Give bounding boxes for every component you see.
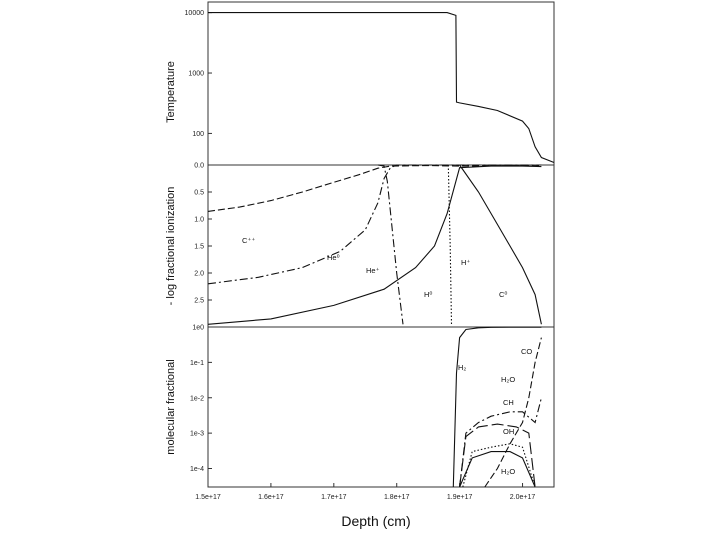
y-tick-label-2-1e-4: 1e-4 — [190, 466, 204, 473]
ionization-axis-label: - log fractional ionization — [165, 187, 177, 306]
series-2-5-h-o — [459, 451, 536, 488]
y-tick-label-1-0-5: 0.5 — [194, 190, 204, 197]
y-tick-label-2-1e0: 1e0 — [192, 325, 204, 332]
y-tick-label-0-100: 100 — [192, 131, 204, 138]
x-tick-label-1-5e-17: 1.5e+17 — [195, 494, 221, 501]
y-tick-label-2-1e-2: 1e-2 — [190, 395, 204, 402]
curve-label-h-plus: H⁺ — [461, 258, 470, 267]
curve-label-ch: CH — [503, 398, 514, 407]
y-tick-label-2-1e-3: 1e-3 — [190, 431, 204, 438]
x-tick-label-1-7e-17: 1.7e+17 — [321, 494, 347, 501]
series-2-0-h — [452, 326, 542, 488]
x-tick-label-1-6e-17: 1.6e+17 — [258, 494, 284, 501]
plot-layer: 10000 1000 100 0.0 0.5 1.0 1.5 2.0 2.5 1e0 1e-1 1e-… — [185, 10, 555, 501]
y-tick-label-1-1-0: 1.0 — [194, 217, 204, 224]
curve-label-h2o: H₂O — [501, 375, 515, 384]
x-tick-label-1-8e-17: 1.8e+17 — [384, 494, 410, 501]
curve-label-h2: H₂ — [458, 363, 466, 372]
curve-label-oh: OH — [503, 427, 514, 436]
y-tick-label-1-1-5: 1.5 — [194, 244, 204, 251]
curve-label-co: CO — [521, 347, 532, 356]
curve-label-h2o-lower: H₂O — [501, 467, 515, 476]
series-1-1-he — [207, 164, 542, 285]
series-1-0-c — [207, 164, 542, 212]
depth-axis-label: Depth (cm) — [341, 513, 410, 529]
y-tick-label-0-1000: 1000 — [188, 71, 204, 78]
y-tick-label-1-2-5: 2.5 — [194, 298, 204, 305]
series-0-0-solid — [208, 12, 555, 164]
curve-label-he-plus: He⁺ — [366, 266, 380, 275]
series-2-3-ch — [459, 423, 536, 488]
series-2-2-h-o — [459, 397, 542, 488]
series-2-4-oh — [462, 443, 536, 488]
y-tick-label-1-2-0: 2.0 — [194, 271, 204, 278]
x-tick-label-2-0e-17: 2.0e+17 — [510, 494, 536, 501]
x-tick-label-1-9e-17: 1.9e+17 — [447, 494, 473, 501]
curve-label-he0: He⁰ — [327, 253, 340, 262]
y-tick-label-1-0-0: 0.0 — [194, 163, 204, 170]
series-1-2-he — [377, 164, 404, 325]
series-1-3-h — [207, 165, 542, 325]
series-1-4-h — [447, 164, 453, 325]
curve-label-h0: H⁰ — [424, 290, 432, 299]
series-2-1-co — [484, 337, 542, 488]
temperature-panel — [207, 1, 555, 166]
curve-label-c0: C⁰ — [499, 290, 507, 299]
series-1-5-c — [459, 164, 542, 325]
curve-label-c-plus-plus: C⁺⁺ — [242, 236, 255, 245]
molecular-axis-label: molecular fractional — [165, 359, 177, 454]
y-tick-label-0-10000: 10000 — [185, 10, 205, 17]
molecular-panel — [207, 326, 555, 488]
y-tick-label-2-1e-1: 1e-1 — [190, 360, 204, 367]
temperature-axis-label: Temperature — [165, 61, 177, 123]
